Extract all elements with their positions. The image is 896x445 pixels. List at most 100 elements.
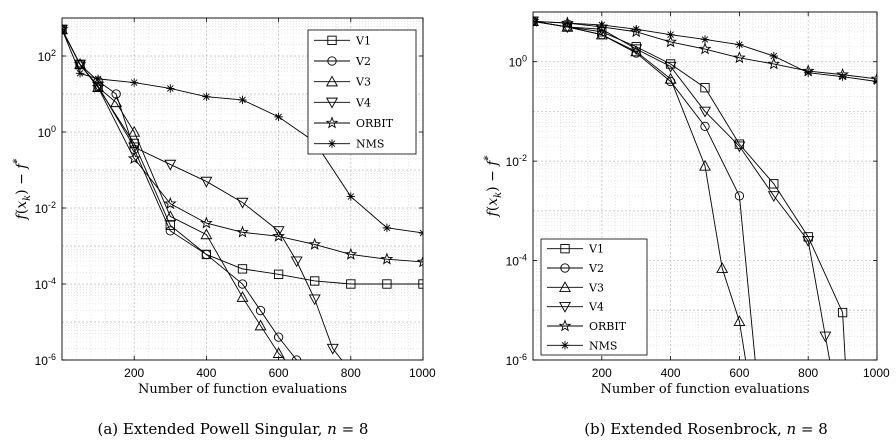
series-point-orbit xyxy=(380,252,394,265)
legend-marker-v3 xyxy=(326,75,338,87)
series-point-v4 xyxy=(200,176,213,188)
series-point-nms xyxy=(769,51,778,61)
series-point-v4 xyxy=(326,343,339,355)
series-point-v1 xyxy=(346,279,356,289)
series-point-v4 xyxy=(630,44,643,56)
legend-marker-orbit xyxy=(325,116,339,129)
x-tick-label: 600 xyxy=(729,366,749,380)
series-point-v1 xyxy=(382,279,392,289)
y-tick-label: 10-4 xyxy=(506,253,527,269)
series-point-nms xyxy=(75,69,85,78)
series-point-v3 xyxy=(664,72,677,84)
series-line-nms xyxy=(62,29,423,234)
y-tick-label: 100 xyxy=(509,54,527,70)
series-point-orbit xyxy=(533,14,540,27)
series-line-v4 xyxy=(62,29,343,360)
series-line-v3 xyxy=(533,20,747,360)
series-point-v4 xyxy=(767,191,780,203)
series-point-v3 xyxy=(595,28,608,40)
series-point-v1 xyxy=(273,269,284,279)
series-point-v3 xyxy=(164,210,177,222)
legend-label-v3: V3 xyxy=(355,76,371,89)
series-line-v1 xyxy=(533,20,846,360)
series-point-v2 xyxy=(273,332,284,342)
series-point-orbit xyxy=(91,80,105,93)
legend-marker-nms xyxy=(327,139,337,148)
legend-marker-v4 xyxy=(326,97,338,109)
series-point-nms xyxy=(838,72,847,81)
legend-label-orbit: ORBIT xyxy=(356,117,394,130)
legend-label-v4: V4 xyxy=(355,96,371,109)
legend-label-nms: NMS xyxy=(589,339,617,352)
series-point-nms xyxy=(346,192,355,201)
legend-marker-v4 xyxy=(559,302,571,313)
chart-panel-1: 200 400 600 800 1000 10-6 10-4 10-2 100 102 Number… xyxy=(12,17,436,438)
x-tick-label: 400 xyxy=(196,366,216,380)
series-point-v3 xyxy=(733,315,746,326)
series-point-orbit xyxy=(200,216,213,229)
series-group xyxy=(533,14,877,360)
ticks: 200 400 600 800 1000 10-6 10-4 10-2 100 102 xyxy=(35,18,436,380)
series-point-v4 xyxy=(699,106,711,118)
legend-label-v4: V4 xyxy=(588,301,604,314)
series-point-orbit xyxy=(733,51,746,64)
series-point-v1 xyxy=(700,83,710,93)
legend-marker-nms xyxy=(560,341,570,350)
x-tick-label: 400 xyxy=(661,366,681,380)
series-point-orbit xyxy=(272,229,285,242)
figure-caption: (b) Extended Rosenbrock, n = 8 xyxy=(584,420,828,438)
series-point-nms xyxy=(632,25,641,34)
series-point-v3 xyxy=(533,15,539,26)
legend-label-v2: V2 xyxy=(355,55,371,68)
grid xyxy=(62,17,424,361)
series-point-v3 xyxy=(699,159,711,171)
series-point-v4 xyxy=(733,141,746,153)
legend-label-orbit: ORBIT xyxy=(589,320,627,333)
series-point-v2 xyxy=(255,305,266,316)
y-tick-label: 10-6 xyxy=(506,352,527,368)
series-point-nms xyxy=(804,68,813,77)
series-point-orbit xyxy=(163,196,177,210)
y-tick-label: 10-2 xyxy=(506,153,527,169)
series-point-orbit xyxy=(308,237,322,250)
series-point-nms xyxy=(597,20,606,30)
series-point-v4 xyxy=(128,142,141,154)
legend-marker-v1 xyxy=(327,35,337,45)
y-tick-label: 10-6 xyxy=(35,352,56,368)
x-tick-label: 800 xyxy=(341,366,361,380)
series-point-orbit xyxy=(664,35,677,48)
x-tick-label: 200 xyxy=(124,366,144,380)
series-point-v4 xyxy=(164,159,177,171)
y-axis-label: f(xk) − f* xyxy=(483,156,504,218)
series-point-v3 xyxy=(62,23,68,35)
series-point-v4 xyxy=(802,236,815,247)
series-point-v4 xyxy=(272,226,285,238)
series-point-orbit xyxy=(698,42,712,55)
series-point-nms xyxy=(563,18,572,28)
x-tick-label: 1000 xyxy=(863,366,890,380)
series-point-v2 xyxy=(700,121,710,132)
x-axis-label: Number of function evaluations xyxy=(138,382,347,397)
series-line-orbit xyxy=(533,20,877,80)
legend-box xyxy=(307,29,417,155)
x-tick-label: 1000 xyxy=(409,366,436,380)
series-point-v3 xyxy=(254,319,267,331)
legend-label-v2: V2 xyxy=(588,262,604,275)
legend-label-v3: V3 xyxy=(588,281,604,294)
series-point-v3 xyxy=(200,228,213,240)
series-point-v4 xyxy=(290,256,303,268)
series-point-v1 xyxy=(769,179,779,189)
series-point-nms xyxy=(238,95,247,105)
legend: V1 V2 V3 V4 ORBIT NMS xyxy=(307,29,417,155)
series-point-nms xyxy=(735,40,744,49)
legend-marker-v3 xyxy=(559,281,571,292)
y-tick-label: 102 xyxy=(38,48,56,64)
figure-caption: (a) Extended Powell Singular, n = 8 xyxy=(98,420,369,438)
series-point-v2 xyxy=(111,89,121,99)
legend-marker-v2 xyxy=(327,56,337,66)
axes-frame xyxy=(532,11,878,361)
series-point-v3 xyxy=(630,45,643,57)
legend-marker-v2 xyxy=(560,263,570,273)
series-point-v2 xyxy=(201,249,212,260)
legend: V1 V2 V3 V4 ORBIT NMS xyxy=(540,238,648,356)
